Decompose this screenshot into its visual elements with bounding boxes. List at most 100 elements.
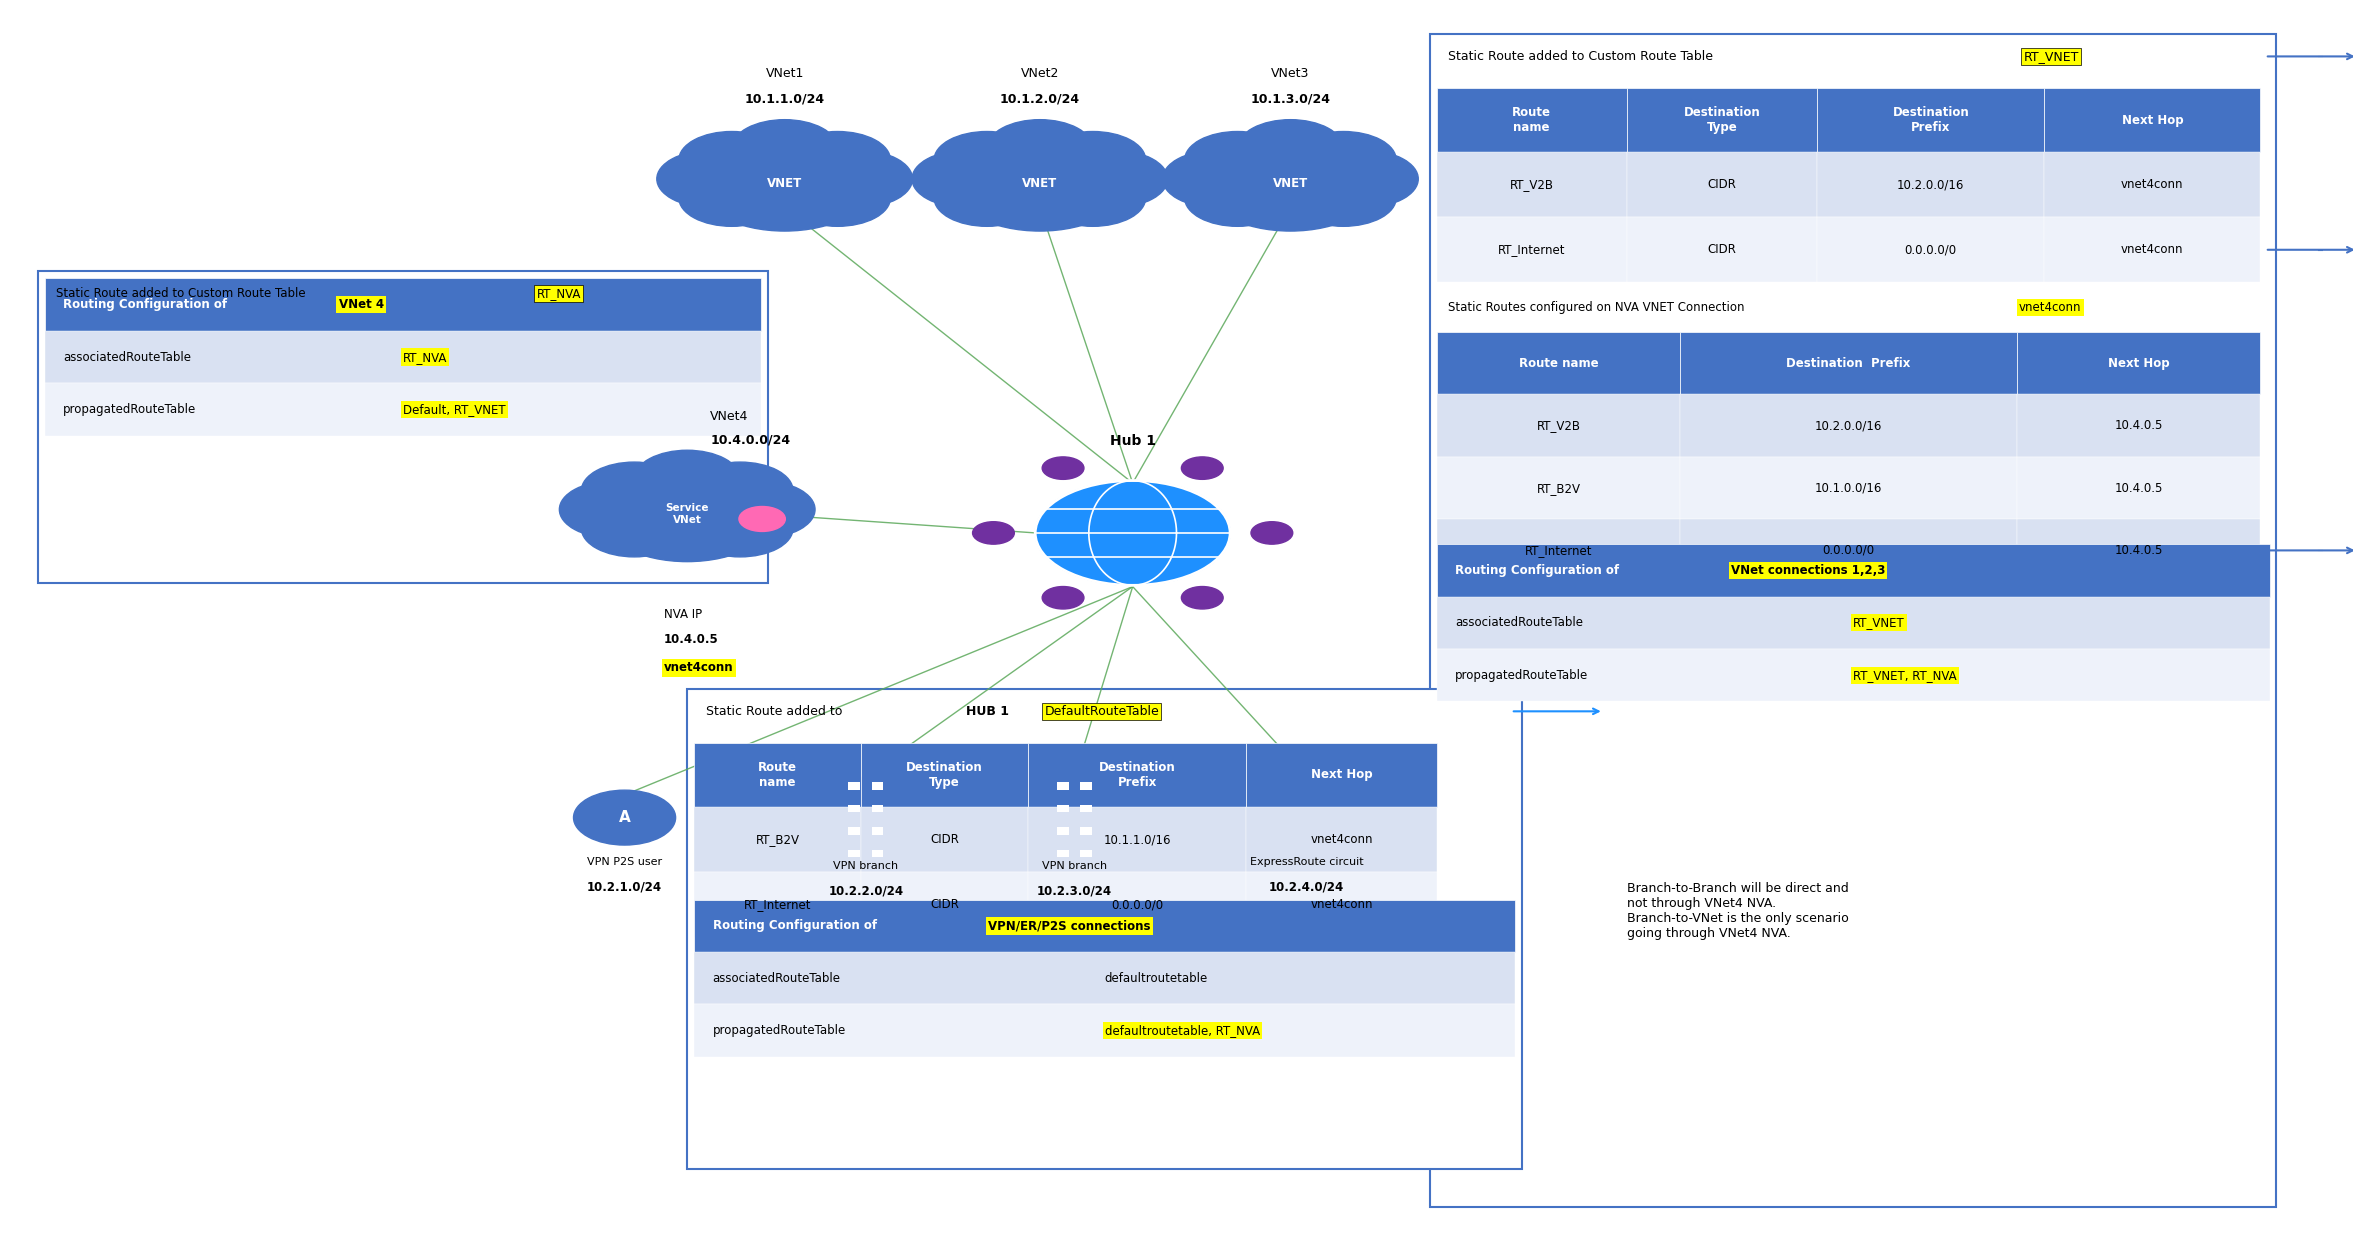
Text: 10.4.0.0/24: 10.4.0.0/24 <box>711 434 791 447</box>
Circle shape <box>1252 521 1292 544</box>
Text: 10.2.0.0/16: 10.2.0.0/16 <box>1897 178 1965 192</box>
FancyBboxPatch shape <box>1680 395 2017 457</box>
Text: Next Hop: Next Hop <box>2122 114 2184 127</box>
FancyBboxPatch shape <box>694 952 1515 1005</box>
FancyBboxPatch shape <box>871 827 882 834</box>
FancyBboxPatch shape <box>1680 332 2017 395</box>
Circle shape <box>1181 457 1224 480</box>
Text: VNet connections 1,2,3: VNet connections 1,2,3 <box>1732 564 1885 576</box>
Text: 10.1.2.0/24: 10.1.2.0/24 <box>1000 91 1080 105</box>
Text: associatedRouteTable: associatedRouteTable <box>64 351 191 363</box>
FancyBboxPatch shape <box>2045 88 2261 153</box>
Text: RT_B2V: RT_B2V <box>755 833 800 846</box>
FancyBboxPatch shape <box>1626 153 1817 217</box>
Circle shape <box>1289 132 1395 188</box>
FancyBboxPatch shape <box>861 743 1028 807</box>
FancyBboxPatch shape <box>1045 776 1104 863</box>
FancyBboxPatch shape <box>2017 457 2261 519</box>
FancyBboxPatch shape <box>871 782 882 789</box>
FancyBboxPatch shape <box>1438 332 1680 395</box>
FancyBboxPatch shape <box>1680 519 2017 581</box>
FancyBboxPatch shape <box>1438 649 2271 702</box>
Text: Route
name: Route name <box>758 761 798 789</box>
FancyBboxPatch shape <box>861 872 1028 937</box>
Text: Destination
Prefix: Destination Prefix <box>1892 107 1969 134</box>
Circle shape <box>784 132 889 188</box>
Text: associatedRouteTable: associatedRouteTable <box>1454 616 1584 629</box>
Text: VNet3: VNet3 <box>1271 68 1311 80</box>
FancyBboxPatch shape <box>2045 217 2261 282</box>
FancyBboxPatch shape <box>1438 153 1626 217</box>
Text: propagatedRouteTable: propagatedRouteTable <box>1454 669 1588 682</box>
FancyBboxPatch shape <box>45 278 762 331</box>
FancyBboxPatch shape <box>2017 332 2261 395</box>
Text: 0.0.0.0/0: 0.0.0.0/0 <box>1904 243 1958 257</box>
Circle shape <box>1040 169 1146 227</box>
Circle shape <box>680 169 784 227</box>
FancyBboxPatch shape <box>1438 544 2271 596</box>
Text: RT_Internet: RT_Internet <box>744 898 812 911</box>
Circle shape <box>1040 132 1146 188</box>
FancyBboxPatch shape <box>861 807 1028 872</box>
Text: 10.4.0.5: 10.4.0.5 <box>664 633 718 645</box>
Text: 10.1.1.0/16: 10.1.1.0/16 <box>1104 833 1172 846</box>
FancyBboxPatch shape <box>1056 782 1068 789</box>
Circle shape <box>1042 586 1085 609</box>
Circle shape <box>1202 137 1379 231</box>
FancyBboxPatch shape <box>694 900 1515 952</box>
Text: Next Hop: Next Hop <box>1311 768 1372 782</box>
Circle shape <box>1061 150 1167 207</box>
Circle shape <box>1035 481 1231 585</box>
Text: associatedRouteTable: associatedRouteTable <box>713 972 840 985</box>
FancyBboxPatch shape <box>1028 872 1247 937</box>
Text: RT_VNET: RT_VNET <box>2024 50 2080 63</box>
Circle shape <box>1181 586 1224 609</box>
Text: NVA IP: NVA IP <box>664 608 701 620</box>
Text: defaultroutetable, RT_NVA: defaultroutetable, RT_NVA <box>1106 1024 1259 1037</box>
FancyBboxPatch shape <box>849 804 861 812</box>
Circle shape <box>913 150 1019 207</box>
Text: RT_NVA: RT_NVA <box>402 351 447 363</box>
Text: VPN/ER/P2S connections: VPN/ER/P2S connections <box>988 920 1151 932</box>
Circle shape <box>807 150 913 207</box>
FancyBboxPatch shape <box>1247 743 1438 807</box>
Circle shape <box>972 521 1014 544</box>
Circle shape <box>951 137 1127 231</box>
Circle shape <box>581 462 687 519</box>
FancyBboxPatch shape <box>1817 153 2045 217</box>
Circle shape <box>687 462 793 519</box>
Circle shape <box>687 500 793 556</box>
FancyBboxPatch shape <box>1817 217 2045 282</box>
Text: CIDR: CIDR <box>1708 178 1737 192</box>
FancyBboxPatch shape <box>1080 782 1092 789</box>
FancyBboxPatch shape <box>1680 457 2017 519</box>
FancyBboxPatch shape <box>1438 457 1680 519</box>
Polygon shape <box>1257 746 1358 807</box>
Text: CIDR: CIDR <box>929 898 960 911</box>
FancyBboxPatch shape <box>1056 850 1068 857</box>
Text: 10.4.0.5: 10.4.0.5 <box>2115 481 2162 495</box>
FancyBboxPatch shape <box>694 807 861 872</box>
FancyBboxPatch shape <box>1056 804 1068 812</box>
FancyBboxPatch shape <box>849 850 861 857</box>
Circle shape <box>696 137 873 231</box>
Text: RT_B2V: RT_B2V <box>1537 481 1581 495</box>
Text: Destination  Prefix: Destination Prefix <box>1786 357 1911 370</box>
Text: RT_VNET, RT_NVA: RT_VNET, RT_NVA <box>1854 669 1958 682</box>
Text: 10.2.3.0/24: 10.2.3.0/24 <box>1038 885 1113 897</box>
Text: Hub 1: Hub 1 <box>1111 434 1155 449</box>
FancyBboxPatch shape <box>1438 88 1626 153</box>
Circle shape <box>1238 120 1344 177</box>
FancyBboxPatch shape <box>38 271 769 583</box>
FancyBboxPatch shape <box>1247 807 1438 872</box>
Text: CIDR: CIDR <box>929 833 960 846</box>
Text: vnet4conn: vnet4conn <box>2120 178 2184 192</box>
FancyBboxPatch shape <box>2045 153 2261 217</box>
Text: HUB 1: HUB 1 <box>965 705 1009 718</box>
Text: VNet1: VNet1 <box>765 68 805 80</box>
Text: 10.2.4.0/24: 10.2.4.0/24 <box>1268 881 1344 893</box>
Circle shape <box>656 150 762 207</box>
FancyBboxPatch shape <box>1080 850 1092 857</box>
FancyBboxPatch shape <box>694 743 861 807</box>
FancyBboxPatch shape <box>1080 827 1092 834</box>
